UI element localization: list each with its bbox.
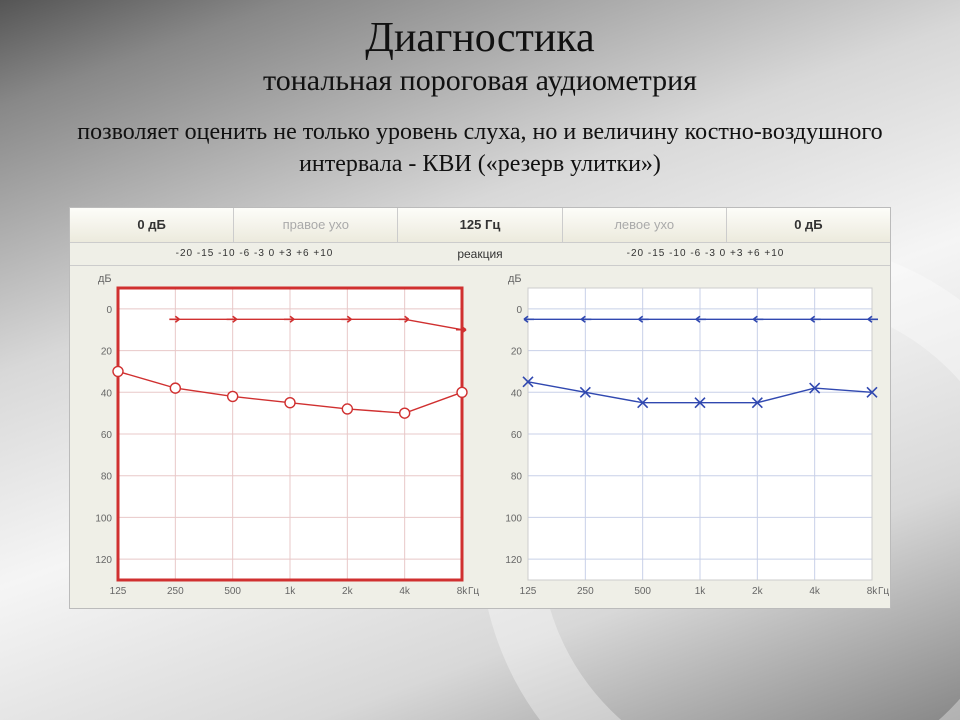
svg-text:250: 250	[167, 586, 184, 597]
svg-text:20: 20	[511, 346, 523, 357]
svg-text:500: 500	[224, 586, 241, 597]
audiogram-panel: 0 дБ правое ухо 125 Гц левое ухо 0 дБ -2…	[69, 207, 891, 609]
header-row: 0 дБ правое ухо 125 Гц левое ухо 0 дБ	[70, 208, 890, 243]
svg-text:0: 0	[516, 305, 522, 316]
svg-text:4k: 4k	[399, 586, 411, 597]
svg-text:250: 250	[577, 586, 594, 597]
page-title: Диагностика	[0, 0, 960, 62]
svg-text:Гц: Гц	[468, 586, 479, 597]
header-right-db: 0 дБ	[727, 208, 890, 242]
svg-text:40: 40	[511, 388, 523, 399]
svg-text:100: 100	[505, 513, 522, 524]
audiogram-right-ear: 0 20 40 60 80 100 120 125 250 500 1k 2k 4k 8kГц дБ	[70, 266, 480, 606]
svg-text:120: 120	[95, 555, 112, 566]
svg-text:120: 120	[505, 555, 522, 566]
svg-text:500: 500	[634, 586, 651, 597]
svg-text:4k: 4k	[809, 586, 821, 597]
header-left-db: 0 дБ	[70, 208, 234, 242]
subheader-mid: реакция	[439, 243, 521, 265]
svg-text:40: 40	[101, 388, 113, 399]
subheader-ticks-right: -20 -15 -10 -6 -3 0 +3 +6 +10	[521, 243, 890, 265]
header-freq: 125 Гц	[398, 208, 562, 242]
svg-text:2k: 2k	[342, 586, 354, 597]
header-left-ear: левое ухо	[563, 208, 727, 242]
svg-text:80: 80	[511, 471, 523, 482]
svg-text:1k: 1k	[285, 586, 297, 597]
page-description: позволяет оценить не только уровень слух…	[50, 116, 910, 181]
subheader-row: -20 -15 -10 -6 -3 0 +3 +6 +10 реакция -2…	[70, 243, 890, 266]
svg-text:20: 20	[101, 346, 113, 357]
svg-text:125: 125	[520, 586, 537, 597]
page-subtitle: тональная пороговая аудиометрия	[0, 64, 960, 98]
header-right-ear: правое ухо	[234, 208, 398, 242]
svg-text:1k: 1k	[695, 586, 707, 597]
chart-svg: 0 20 40 60 80 100 120 125 250 500 1k 2k 4k 8kГц дБ	[480, 266, 890, 606]
chart-svg: 0 20 40 60 80 100 120 125 250 500 1k 2k 4k 8kГц дБ	[70, 266, 480, 606]
svg-text:дБ: дБ	[508, 273, 522, 285]
svg-text:0: 0	[106, 305, 112, 316]
subheader-ticks-left: -20 -15 -10 -6 -3 0 +3 +6 +10	[70, 243, 439, 265]
svg-text:125: 125	[110, 586, 127, 597]
svg-text:60: 60	[101, 430, 113, 441]
svg-text:8k: 8k	[867, 586, 879, 597]
audiogram-left-ear: 0 20 40 60 80 100 120 125 250 500 1k 2k 4k 8kГц дБ	[480, 266, 890, 606]
svg-text:2k: 2k	[752, 586, 764, 597]
svg-text:Гц: Гц	[878, 586, 889, 597]
slide: Диагностика тональная пороговая аудиомет…	[0, 0, 960, 720]
svg-text:дБ: дБ	[98, 273, 112, 285]
svg-text:8k: 8k	[457, 586, 469, 597]
svg-text:60: 60	[511, 430, 523, 441]
svg-text:100: 100	[95, 513, 112, 524]
charts-row: 0204060801001201252505001k2k4k8kГцдБ 020…	[70, 266, 890, 606]
svg-text:80: 80	[101, 471, 113, 482]
